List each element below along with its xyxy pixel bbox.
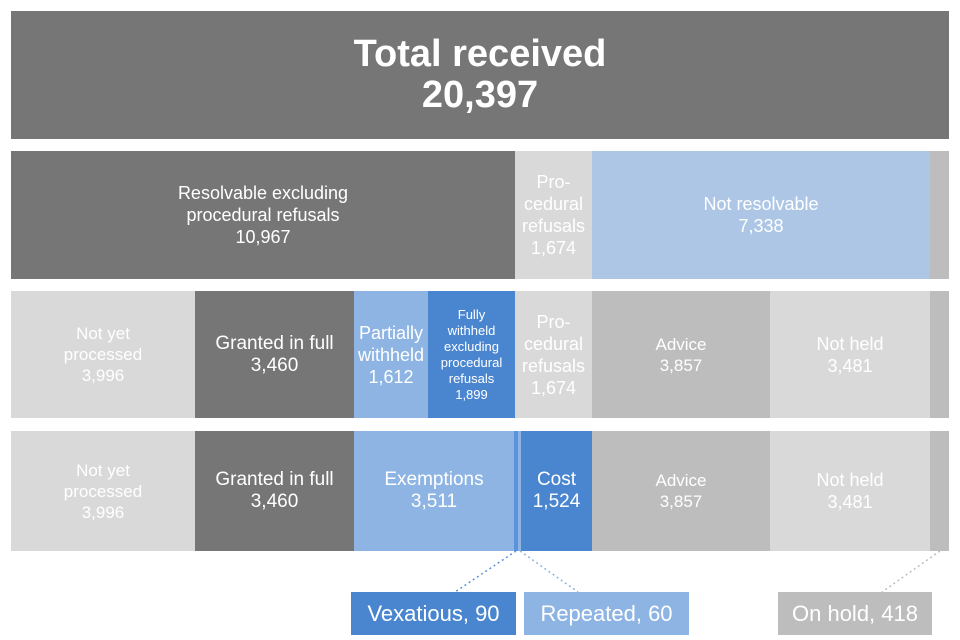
exemptions-block: Exemptions 3,511 xyxy=(354,431,514,551)
not-yet-processed-value: 3,996 xyxy=(81,502,125,522)
partially-withheld-label-line1: Partially xyxy=(358,322,424,343)
exemptions-label: Exemptions xyxy=(384,469,484,490)
advice-label: Advice xyxy=(655,471,707,490)
cost-block: Cost 1,524 xyxy=(521,431,592,551)
fully-withheld-label-line2: withheld xyxy=(447,322,496,338)
resolvable-value: 10,967 xyxy=(235,227,291,247)
resolvable-label-line2: procedural refusals xyxy=(186,205,340,225)
on-hold-sliver-row1 xyxy=(930,151,949,279)
procedural-value: 1,674 xyxy=(530,238,577,258)
granted-in-full-label: Granted in full xyxy=(215,332,334,354)
advice-block-row2: Advice 3,857 xyxy=(592,291,770,418)
repeated-callout-label: Repeated, 60 xyxy=(540,600,673,626)
not-held-block-row2: Not held 3,481 xyxy=(770,291,930,418)
granted-in-full-block-row3: Granted in full 3,460 xyxy=(195,431,354,551)
granted-in-full-label: Granted in full xyxy=(215,469,334,490)
not-yet-processed-label-line1: Not yet xyxy=(76,324,130,343)
not-held-label: Not held xyxy=(816,333,884,354)
not-held-value: 3,481 xyxy=(827,355,873,376)
repeated-connector xyxy=(519,550,579,593)
total-received-block: Total received 20,397 xyxy=(11,11,949,139)
cost-label: Cost xyxy=(536,469,577,490)
partially-withheld-label-line2: withheld xyxy=(357,344,425,365)
repeated-sliver xyxy=(518,431,521,551)
procedural-label-line1: Pro- xyxy=(536,172,571,192)
not-held-block-row3: Not held 3,481 xyxy=(770,431,930,551)
procedural-label-line2: cedural xyxy=(523,194,584,214)
fully-withheld-value: 1,899 xyxy=(455,386,488,402)
not-resolvable-value: 7,338 xyxy=(738,216,784,236)
exemptions-value: 3,511 xyxy=(410,491,458,512)
vexatious-sliver xyxy=(514,431,518,551)
not-yet-processed-block-row3: Not yet processed 3,996 xyxy=(11,431,195,551)
not-yet-processed-block-row2: Not yet processed 3,996 xyxy=(11,291,195,418)
vexatious-connector xyxy=(454,550,517,593)
not-resolvable-label: Not resolvable xyxy=(703,194,819,214)
not-yet-processed-label-line2: processed xyxy=(63,345,143,364)
procedural-refusals-block-row2: Pro- cedural refusals 1,674 xyxy=(515,291,592,418)
advice-label: Advice xyxy=(655,334,707,354)
total-received-label: Total received xyxy=(353,33,607,75)
partially-withheld-value: 1,612 xyxy=(368,366,414,387)
fully-withheld-label-line1: Fully xyxy=(457,306,486,322)
partially-withheld-block: Partially withheld 1,612 xyxy=(354,291,428,418)
on-hold-callout-label: On hold, 418 xyxy=(792,600,918,626)
resolvable-block: Resolvable excluding procedural refusals… xyxy=(11,151,515,279)
procedural-value: 1,674 xyxy=(530,377,577,398)
not-held-label: Not held xyxy=(816,470,884,490)
vexatious-callout: Vexatious, 90 xyxy=(351,592,516,635)
fully-withheld-label-line5: refusals xyxy=(448,370,495,386)
resolvable-label-line1: Resolvable excluding xyxy=(177,183,349,203)
fully-withheld-label-line3: excluding xyxy=(444,338,499,354)
procedural-label-line3: refusals xyxy=(521,216,586,236)
advice-block-row3: Advice 3,857 xyxy=(592,431,770,551)
fully-withheld-block: Fully withheld excluding procedural refu… xyxy=(428,291,515,418)
on-hold-sliver-row2 xyxy=(930,291,949,418)
cost-value: 1,524 xyxy=(532,491,581,512)
granted-in-full-block-row2: Granted in full 3,460 xyxy=(195,291,354,418)
not-yet-processed-label-line1: Not yet xyxy=(76,460,130,480)
not-held-value: 3,481 xyxy=(827,492,873,512)
advice-value: 3,857 xyxy=(659,355,703,375)
not-yet-processed-label-line2: processed xyxy=(63,481,143,501)
granted-in-full-value: 3,460 xyxy=(250,354,299,376)
procedural-label-line3: refusals xyxy=(521,355,586,376)
not-yet-processed-value: 3,996 xyxy=(81,366,125,385)
fully-withheld-label-line4: procedural xyxy=(440,354,503,370)
on-hold-connector xyxy=(881,550,941,593)
not-resolvable-block: Not resolvable 7,338 xyxy=(592,151,930,279)
procedural-label-line1: Pro- xyxy=(536,311,571,332)
repeated-callout: Repeated, 60 xyxy=(524,592,689,635)
total-received-value: 20,397 xyxy=(421,74,539,116)
on-hold-callout: On hold, 418 xyxy=(778,592,932,635)
vexatious-callout-label: Vexatious, 90 xyxy=(367,600,500,626)
procedural-refusals-block-row1: Pro- cedural refusals 1,674 xyxy=(515,151,592,279)
procedural-label-line2: cedural xyxy=(523,333,584,354)
advice-value: 3,857 xyxy=(659,492,703,511)
on-hold-sliver-row3 xyxy=(930,431,949,551)
granted-in-full-value: 3,460 xyxy=(250,491,299,512)
